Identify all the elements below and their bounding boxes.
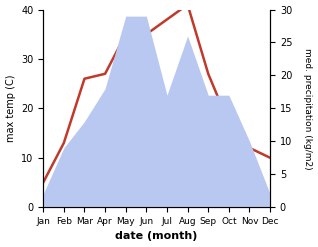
Y-axis label: max temp (C): max temp (C) (5, 75, 16, 142)
Y-axis label: med. precipitation (kg/m2): med. precipitation (kg/m2) (303, 48, 313, 169)
X-axis label: date (month): date (month) (115, 231, 198, 242)
